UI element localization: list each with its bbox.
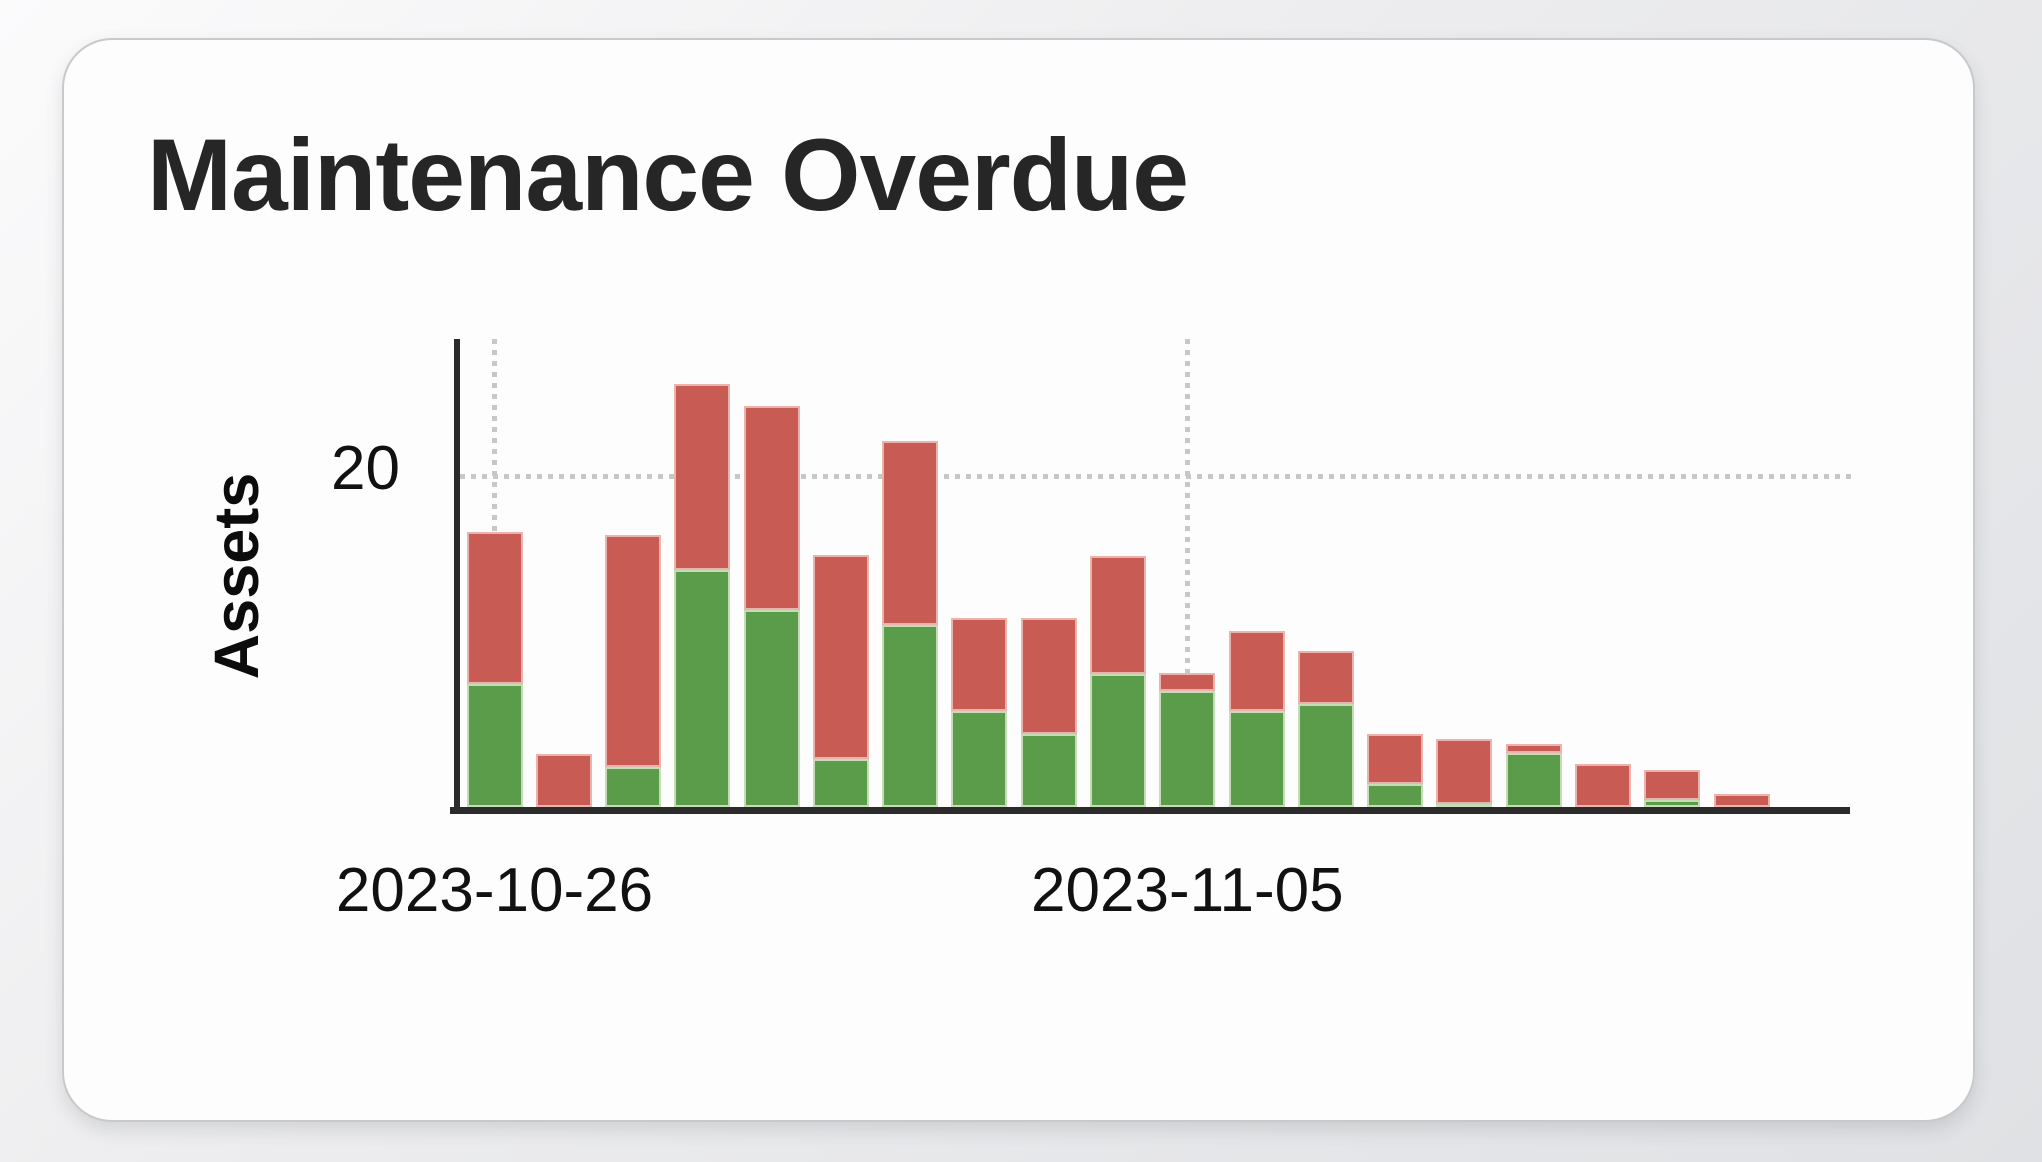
bar-2023-11-02-green[interactable] [951, 711, 1008, 807]
bar-2023-11-10-green[interactable] [1505, 753, 1562, 807]
bar-2023-11-13-red[interactable] [1713, 794, 1770, 807]
bar-2023-10-26-red[interactable] [466, 532, 523, 684]
chart-card: Maintenance Overdue Assets 20 2023-10-26… [62, 38, 1975, 1122]
bar-2023-11-01-green[interactable] [882, 625, 939, 807]
gridline-horizontal [460, 473, 1852, 479]
bar-2023-11-08-green[interactable] [1367, 784, 1424, 807]
bar-2023-11-12-green[interactable] [1644, 800, 1701, 807]
bar-2023-10-30-green[interactable] [743, 610, 800, 807]
bar-2023-10-29-red[interactable] [674, 384, 731, 570]
bar-2023-10-27-red[interactable] [535, 754, 592, 807]
bar-2023-10-31-green[interactable] [812, 759, 869, 807]
chart-title: Maintenance Overdue [147, 118, 1189, 232]
bar-2023-10-30-red[interactable] [743, 406, 800, 610]
bar-2023-11-09-red[interactable] [1436, 739, 1493, 804]
bar-2023-10-28-green[interactable] [605, 767, 662, 807]
bar-2023-11-04-green[interactable] [1090, 674, 1147, 807]
bar-2023-11-04-red[interactable] [1090, 556, 1147, 674]
bar-2023-11-03-red[interactable] [1020, 618, 1077, 734]
bar-2023-11-07-red[interactable] [1297, 651, 1354, 704]
bar-2023-11-03-green[interactable] [1020, 734, 1077, 807]
x-tick-label-left: 2023-10-26 [335, 856, 654, 925]
bar-2023-11-10-red[interactable] [1505, 744, 1562, 753]
bar-2023-10-28-red[interactable] [605, 535, 662, 767]
bar-2023-10-26-green[interactable] [466, 684, 523, 807]
bar-2023-11-08-red[interactable] [1367, 734, 1424, 784]
bar-2023-11-11-red[interactable] [1574, 764, 1631, 807]
y-tick-label-20: 20 [331, 434, 400, 503]
bar-2023-11-01-red[interactable] [882, 441, 939, 625]
gridline-vertical-right [1184, 339, 1190, 807]
bar-2023-11-02-red[interactable] [951, 618, 1008, 711]
y-axis-title: Assets [201, 472, 272, 680]
bar-2023-11-05-red[interactable] [1159, 673, 1216, 691]
bar-2023-11-05-green[interactable] [1159, 691, 1216, 807]
bar-2023-11-12-red[interactable] [1644, 770, 1701, 800]
y-axis-line [454, 339, 460, 814]
bar-2023-10-29-green[interactable] [674, 570, 731, 807]
bar-2023-10-31-red[interactable] [812, 555, 869, 759]
x-axis-line [450, 807, 1850, 814]
bar-2023-11-06-green[interactable] [1228, 711, 1285, 807]
bar-2023-11-07-green[interactable] [1297, 704, 1354, 807]
bar-2023-11-06-red[interactable] [1228, 631, 1285, 711]
x-tick-label-right: 2023-11-05 [1031, 856, 1344, 925]
